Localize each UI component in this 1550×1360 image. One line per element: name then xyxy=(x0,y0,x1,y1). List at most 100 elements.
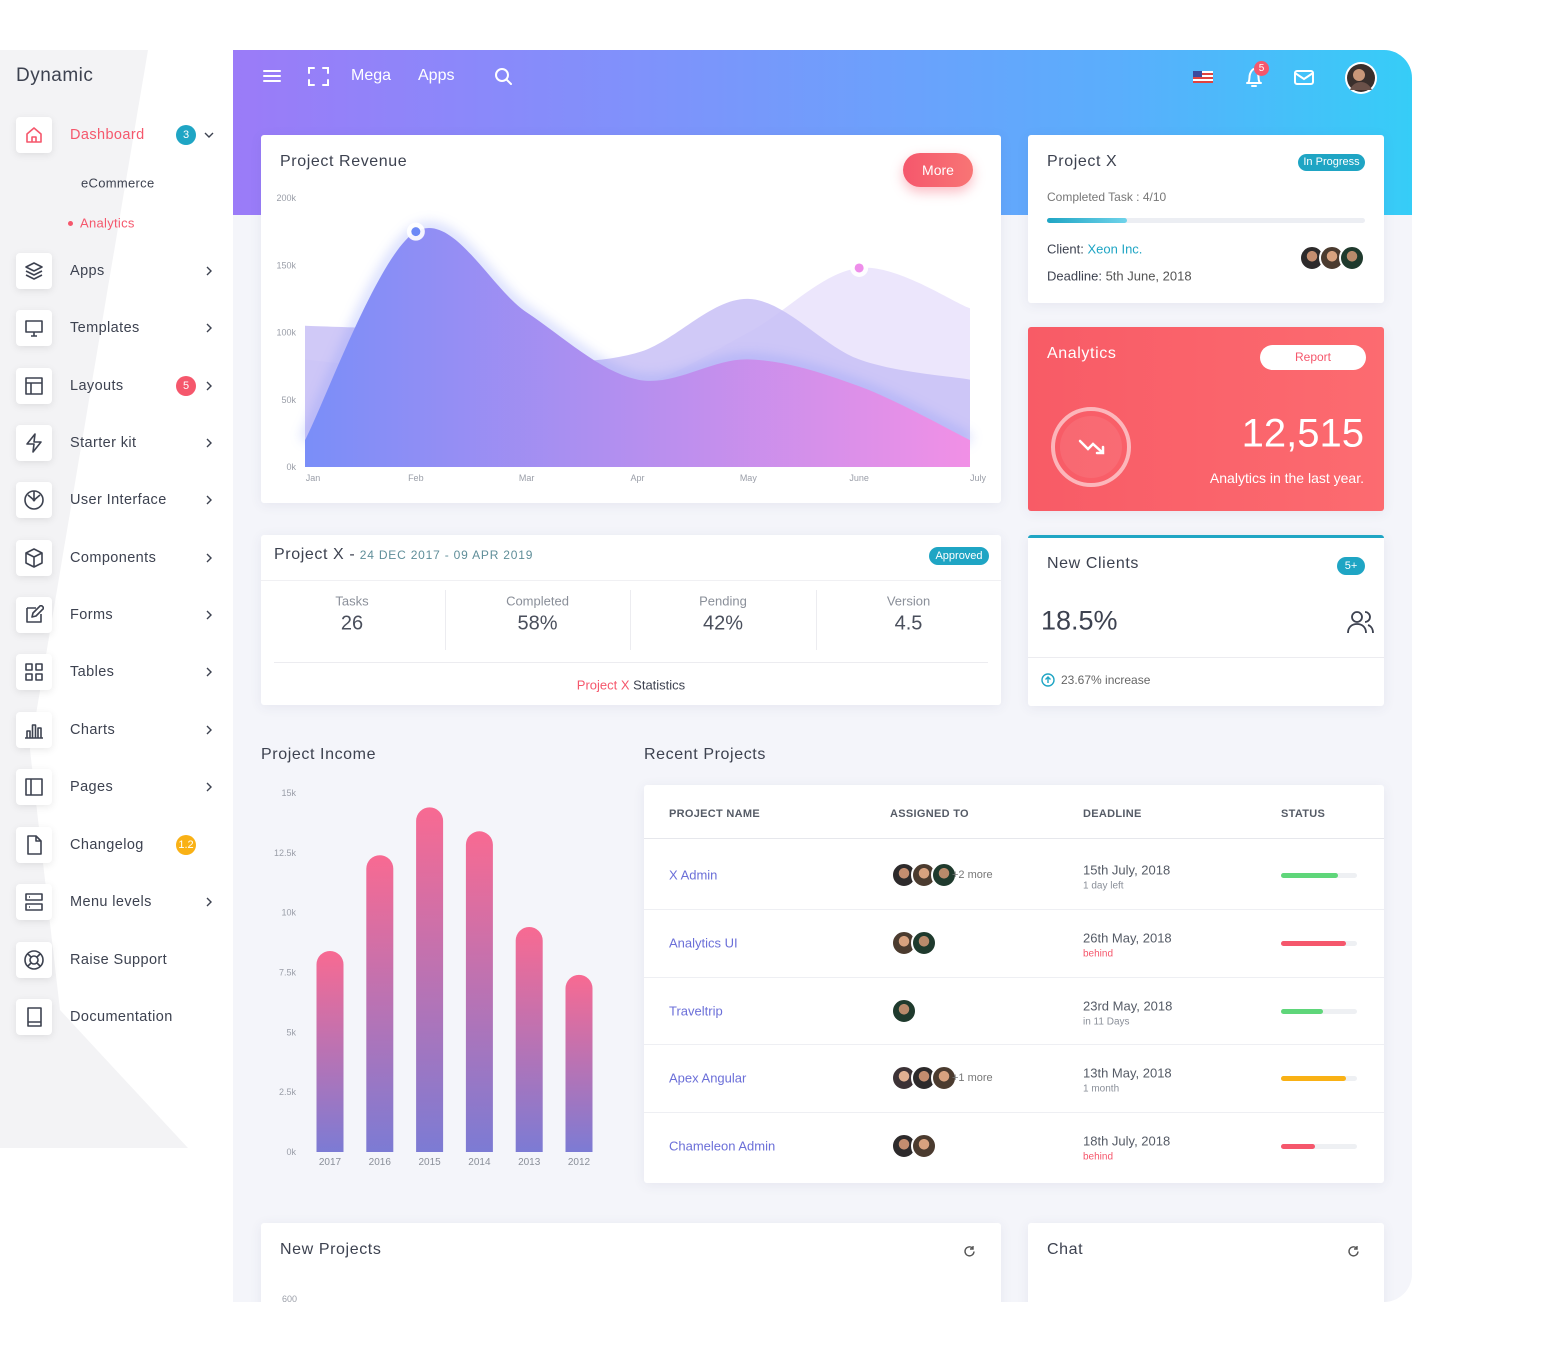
y-tick-label: 0k xyxy=(286,1147,296,1157)
trend-icon xyxy=(1051,407,1131,487)
menu-label[interactable]: Tables xyxy=(70,664,115,680)
project-name[interactable]: Chameleon Admin xyxy=(669,1138,776,1154)
menu-label[interactable]: Raise Support xyxy=(70,952,168,968)
status-track xyxy=(1281,873,1357,878)
menu-icon xyxy=(16,540,52,576)
project-name[interactable]: X Admin xyxy=(669,867,718,883)
icon-shape xyxy=(27,1007,42,1027)
x-tick-label: June xyxy=(849,473,869,483)
divider xyxy=(644,1112,1384,1114)
menu-label[interactable]: Pages xyxy=(70,779,114,795)
chevron-shape xyxy=(206,553,212,563)
icon xyxy=(26,605,44,623)
new-clients-card: New Clients 5+ 18.5% 23.67% increase xyxy=(1028,535,1384,706)
menu-icon xyxy=(16,942,52,978)
chevron-shape xyxy=(206,438,212,448)
menu-toggle[interactable] xyxy=(263,70,281,82)
menu-label[interactable]: Changelog xyxy=(70,837,144,853)
icon xyxy=(25,548,43,568)
status-track xyxy=(1281,1008,1357,1014)
chevron xyxy=(206,553,212,563)
project-name[interactable]: Apex Angular xyxy=(669,1070,747,1086)
project-name[interactable]: Traveltrip xyxy=(669,1003,723,1019)
sidebar-decor xyxy=(30,50,233,1148)
menu-icon xyxy=(16,999,52,1035)
menu-icon xyxy=(16,425,52,461)
icon xyxy=(25,893,43,911)
x-tick-label: 2013 xyxy=(518,1157,541,1168)
bar xyxy=(416,807,444,1152)
new-projects-chart: 600 xyxy=(282,1294,297,1302)
menu-icon xyxy=(16,769,52,805)
income-chart: 0k 2.5k 5k 7.5k 10k 12.5k 15k 2017 2016 2015 2014 2… xyxy=(274,788,593,1168)
avatar xyxy=(911,1133,937,1160)
revenue-card: Project Revenue 0k 50k 100k 150k 200k Jan Feb M… xyxy=(261,135,1001,503)
more-button[interactable]: More xyxy=(903,153,973,187)
chevron xyxy=(206,897,212,907)
analytics-caption: Analytics in the last year. xyxy=(1209,470,1364,486)
project-name[interactable]: Analytics UI xyxy=(669,935,738,951)
mail[interactable] xyxy=(1294,70,1314,85)
chevron xyxy=(206,266,212,276)
flag[interactable] xyxy=(1193,71,1213,83)
column-header: DEADLINE xyxy=(1083,808,1142,820)
progress-fill xyxy=(1047,218,1127,223)
submenu-label[interactable]: Analytics xyxy=(80,215,135,231)
submenu-label[interactable]: eCommerce xyxy=(81,175,155,191)
x-tick-label: July xyxy=(970,473,987,483)
fullscreen[interactable] xyxy=(308,67,329,86)
icon-shape xyxy=(27,835,42,855)
stat-value: 26 xyxy=(340,612,364,635)
user-avatar[interactable] xyxy=(1345,62,1377,94)
icon xyxy=(27,835,42,855)
menu-label[interactable]: User Interface xyxy=(70,492,167,508)
menu-label[interactable]: Starter kit xyxy=(70,435,137,451)
menu-icon xyxy=(16,884,52,920)
menu-icon xyxy=(16,482,52,518)
refresh[interactable] xyxy=(1347,1245,1360,1258)
menu-label[interactable]: Charts xyxy=(70,722,116,738)
y-tick-label: 2.5k xyxy=(279,1087,297,1097)
menu-label[interactable]: Templates xyxy=(70,320,140,336)
icon xyxy=(26,127,42,143)
chevron-shape xyxy=(206,725,212,735)
y-tick-label: 600 xyxy=(282,1294,297,1302)
menu-label[interactable]: Documentation xyxy=(70,1009,173,1025)
topbar-link[interactable]: Mega xyxy=(351,67,392,84)
menu-label[interactable]: Dashboard xyxy=(70,127,145,143)
deadline: 5th June, 2018 xyxy=(1105,268,1192,284)
chevron-shape xyxy=(206,897,212,907)
users-icon xyxy=(1347,611,1374,634)
clients-note: 23.67% increase xyxy=(1061,673,1151,687)
icon xyxy=(25,778,43,796)
menu-label[interactable]: Menu levels xyxy=(70,894,152,910)
chevron-shape xyxy=(206,667,212,677)
new-projects-card: New Projects 600 xyxy=(261,1223,1001,1302)
client[interactable]: Xeon Inc. xyxy=(1087,241,1143,257)
menu-icon xyxy=(16,310,52,346)
menu-label[interactable]: Layouts xyxy=(70,378,124,394)
topbar-link[interactable]: Apps xyxy=(418,67,455,84)
up-icon xyxy=(1041,673,1055,687)
progress-track xyxy=(1047,218,1365,223)
menu-label[interactable]: Components xyxy=(70,550,157,566)
avatar xyxy=(911,929,937,956)
icon xyxy=(24,490,44,510)
stat-value: 4.5 xyxy=(894,612,923,635)
bar xyxy=(366,855,394,1152)
y-tick-label: 15k xyxy=(281,788,296,798)
icon xyxy=(25,262,43,280)
report-button[interactable]: Report xyxy=(1260,345,1366,370)
refresh[interactable] xyxy=(963,1245,976,1258)
status-bar xyxy=(1281,1076,1347,1082)
y-tick-label: 100k xyxy=(276,328,296,338)
menu-label[interactable]: Forms xyxy=(70,607,114,623)
chevron xyxy=(206,495,212,505)
search[interactable] xyxy=(495,68,512,85)
avatar xyxy=(931,1065,957,1092)
divider xyxy=(644,1044,1384,1046)
menu-label[interactable]: Apps xyxy=(70,263,105,279)
icon xyxy=(25,663,43,681)
icon-shape xyxy=(24,950,44,970)
y-tick-label: 150k xyxy=(276,260,296,270)
